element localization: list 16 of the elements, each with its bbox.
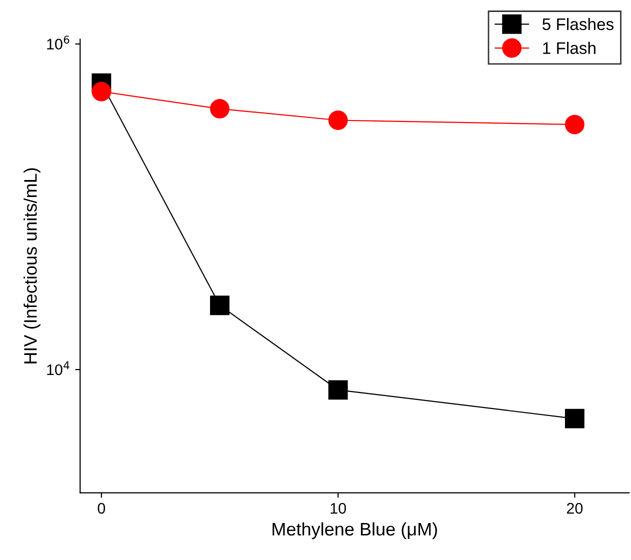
point — [564, 408, 584, 428]
y-tick-label: 10$^{6}$ — [47, 36, 70, 50]
x-tick-label: 20 — [566, 502, 583, 514]
point — [210, 99, 230, 118]
point — [92, 82, 112, 102]
x-tick-label: 10 — [330, 502, 346, 514]
legend-label: 1 Flash — [543, 42, 596, 54]
point — [328, 110, 348, 130]
x-tick-label: 0 — [98, 502, 106, 514]
point — [328, 380, 348, 400]
legend-label: 5 Flashes — [542, 18, 614, 30]
y-tick-label: 10$^{4}$ — [47, 361, 70, 376]
point — [210, 296, 230, 316]
point — [564, 114, 584, 134]
y-axis-title: HIV (Infectious units/mL) — [24, 168, 40, 364]
x-axis-title: Methylene Blue (μM) — [272, 522, 437, 540]
